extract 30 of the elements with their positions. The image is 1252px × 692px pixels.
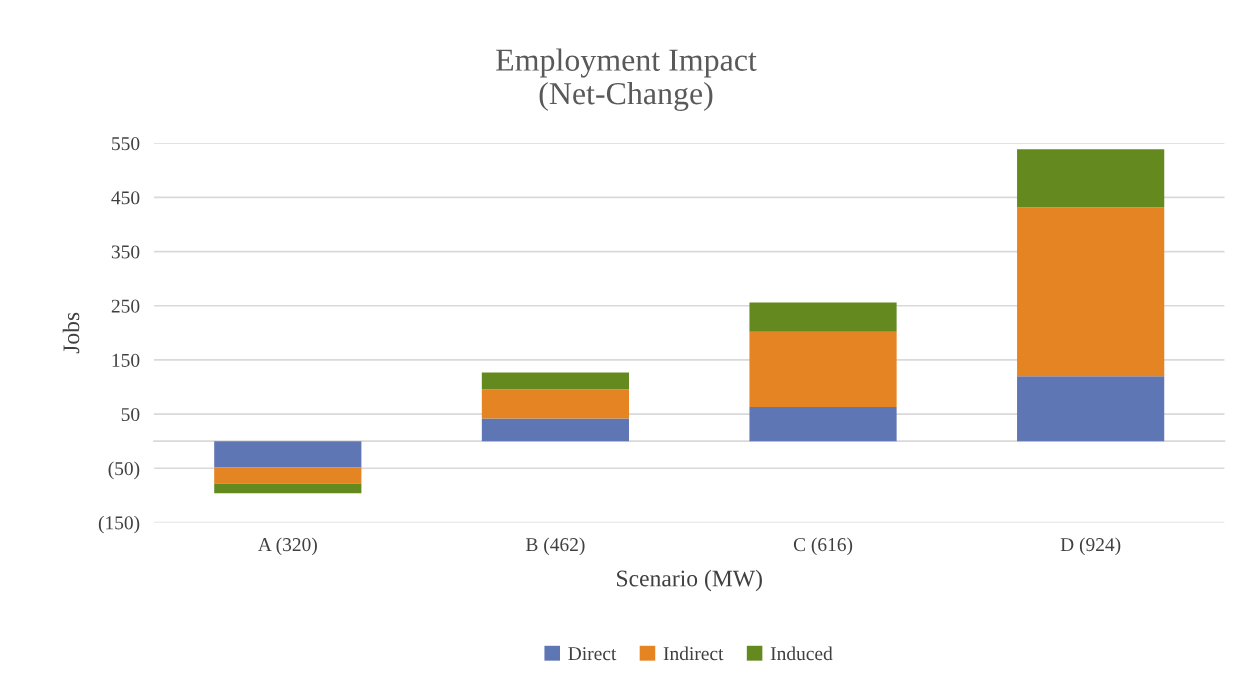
x-axis-title: Scenario (MW) (617, 569, 762, 592)
y-tick-label: (150) (98, 515, 140, 534)
legend-label: Indirect (663, 646, 724, 661)
y-tick-label: 50 (121, 407, 140, 422)
bar (481, 372, 630, 390)
bar (749, 407, 897, 442)
x-tick-label: B (462) (526, 537, 585, 556)
x-tick-label: D (924) (1060, 537, 1121, 556)
y-tick-label: 250 (111, 299, 140, 313)
y-tick-label: 550 (112, 137, 140, 151)
legend-label: Direct (568, 647, 617, 661)
bar (749, 302, 897, 332)
legend-label: Induced (770, 646, 833, 661)
bar (214, 467, 362, 484)
y-tick-label: (50) (108, 461, 140, 480)
x-tick-label: C (616) (793, 537, 853, 556)
bar (481, 418, 630, 442)
bar (749, 331, 897, 408)
y-tick-label: 150 (112, 353, 140, 367)
y-tick-label: 350 (111, 245, 140, 259)
bar (1017, 376, 1165, 442)
y-tick-label: 450 (111, 191, 140, 205)
y-axis-title: Jobs (62, 312, 80, 354)
x-tick-label: A (320) (258, 537, 317, 556)
bar (1017, 149, 1165, 208)
bar (214, 483, 362, 494)
bar (214, 441, 362, 468)
bar (481, 389, 630, 419)
bar (1017, 207, 1165, 377)
chart-title: Employment Impact (Net-Change) (496, 48, 757, 111)
